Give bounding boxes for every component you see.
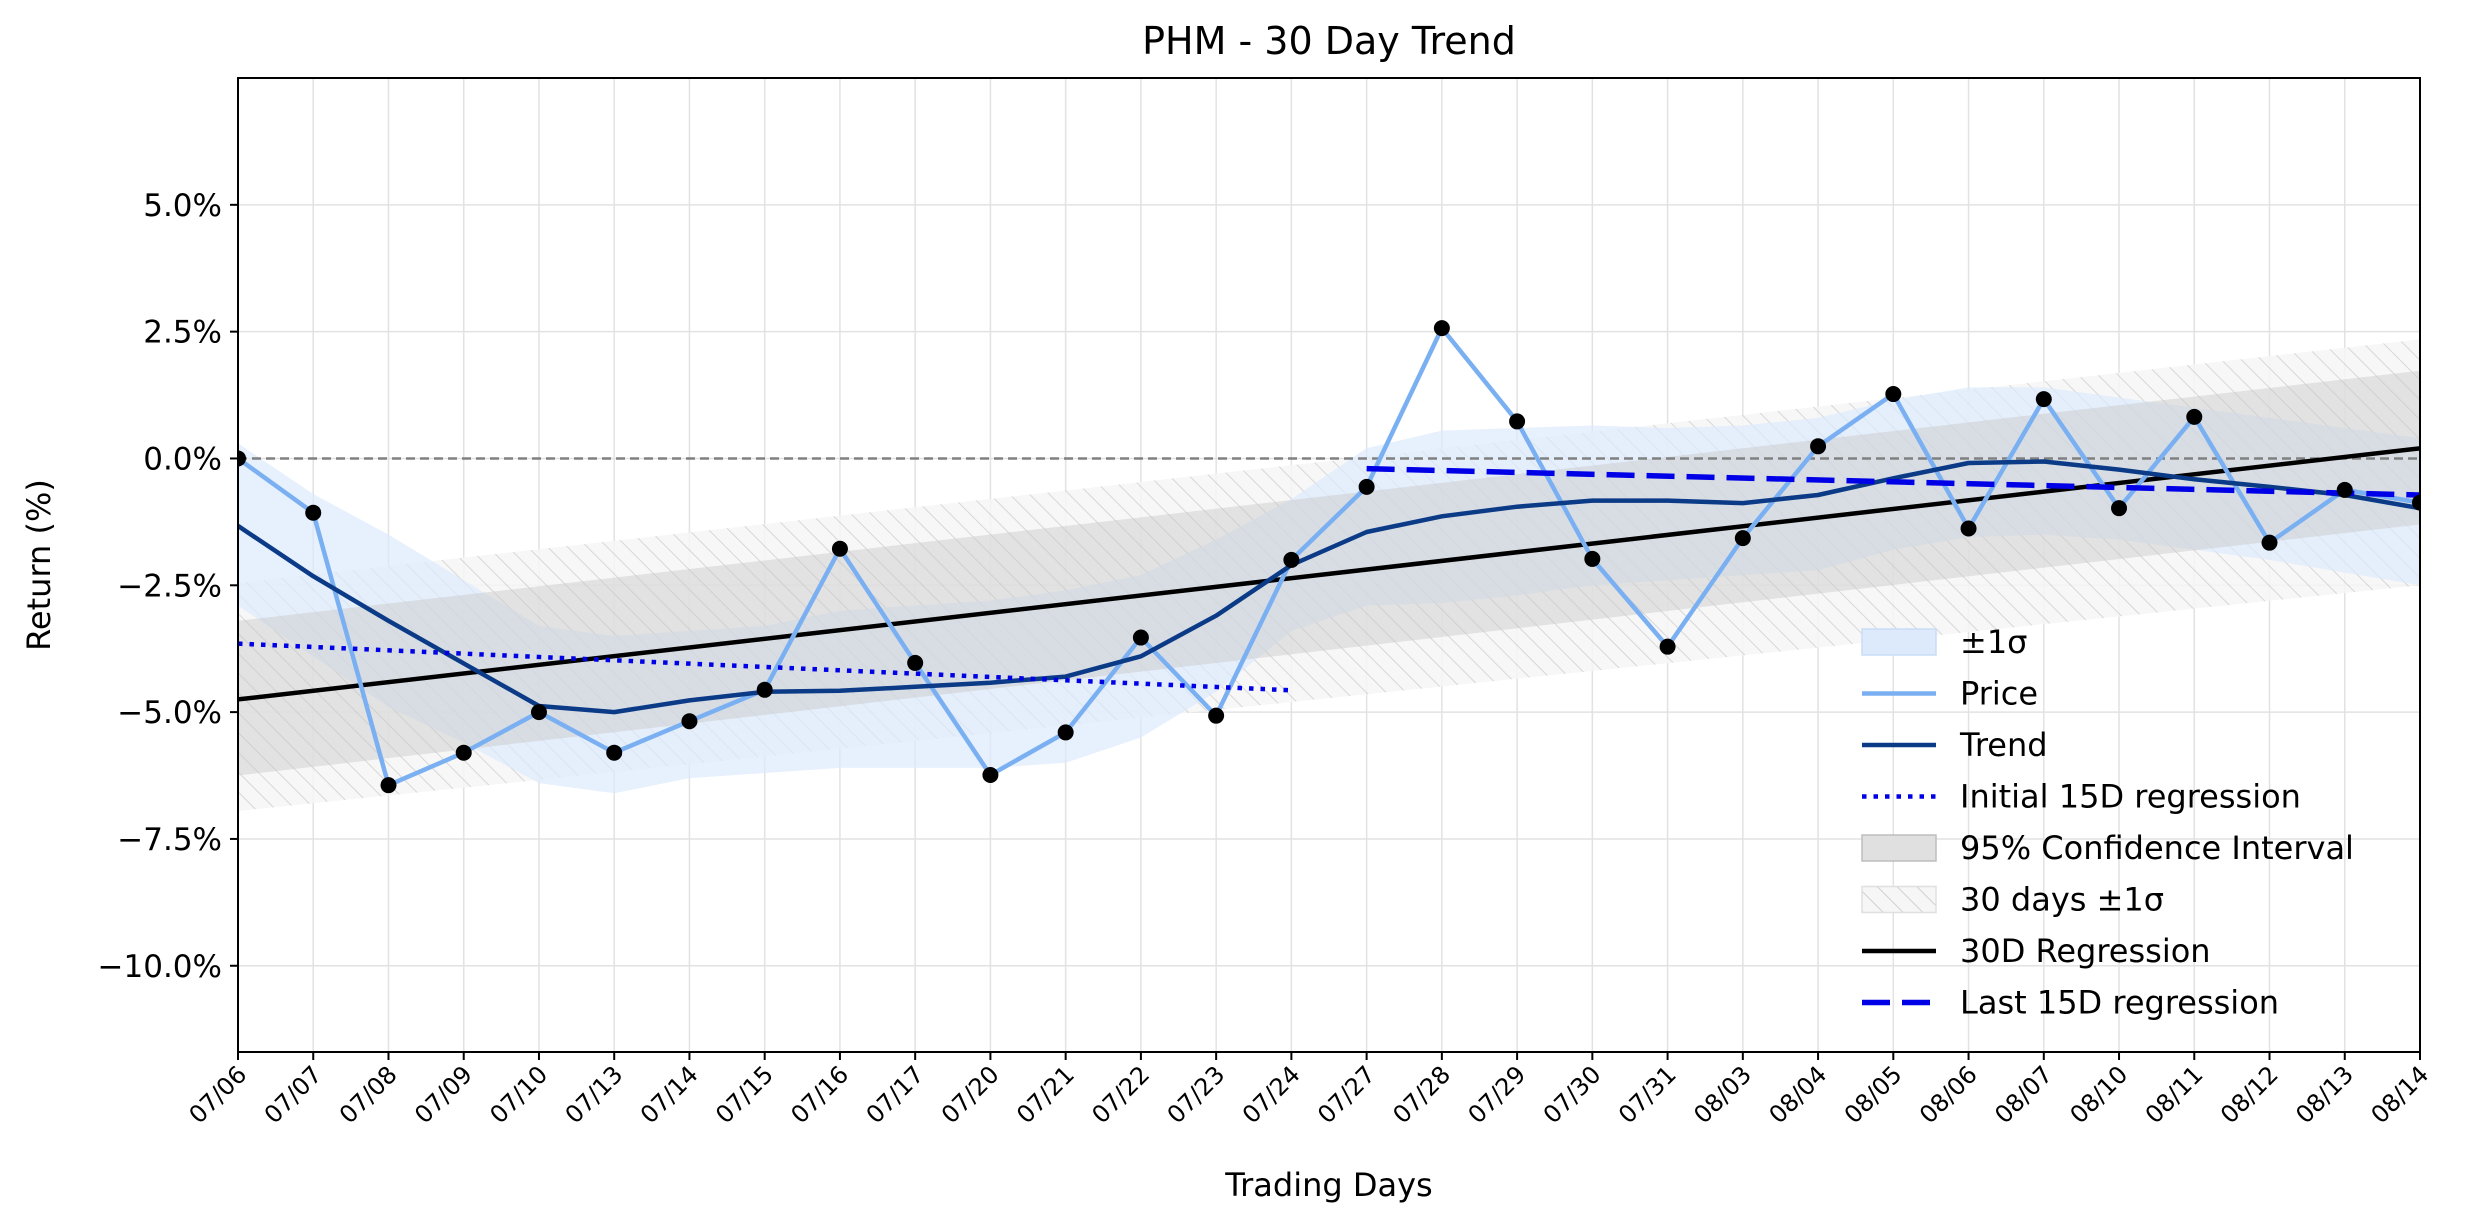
x-tick-label: 07/09 xyxy=(409,1060,478,1129)
x-tick-label: 08/03 xyxy=(1688,1060,1757,1129)
legend: ±1σ Price Trend Initial 15D regression 95% C… xyxy=(1861,623,2354,1022)
price-point xyxy=(907,654,924,671)
price-point xyxy=(2186,408,2203,425)
legend-label: 30D Regression xyxy=(1960,932,2211,970)
price-point xyxy=(1433,320,1450,337)
legend-label: Trend xyxy=(1959,726,2048,764)
price-point xyxy=(2412,494,2420,511)
legend-item: Price xyxy=(1862,675,2038,713)
price-point xyxy=(530,704,547,721)
line-30d-regression xyxy=(238,446,2420,702)
x-tick-label: 07/17 xyxy=(861,1060,930,1129)
price-point xyxy=(831,540,848,557)
price-point xyxy=(1659,638,1676,655)
legend-swatch xyxy=(1861,834,1937,862)
legend-swatch xyxy=(1861,628,1937,656)
price-point xyxy=(2035,391,2052,408)
price-point xyxy=(238,450,246,467)
price-point xyxy=(1810,438,1827,455)
x-tick-label: 07/15 xyxy=(710,1060,779,1129)
price-point xyxy=(1132,629,1149,646)
price-point xyxy=(606,744,623,761)
price-point xyxy=(1584,550,1601,567)
y-tick-label: 2.5% xyxy=(143,315,222,351)
y-tick-label: 5.0% xyxy=(143,188,222,224)
line-last-15d-regression xyxy=(1366,465,2420,498)
line-price xyxy=(238,325,2420,788)
x-tick-label: 07/28 xyxy=(1387,1060,1456,1129)
price-point xyxy=(1208,707,1225,724)
price-point xyxy=(1283,551,1300,568)
x-tick-label: 07/30 xyxy=(1538,1060,1607,1129)
price-point xyxy=(1057,724,1074,741)
price-point xyxy=(1734,530,1751,547)
price-point xyxy=(1885,386,1902,403)
y-tick-label: −7.5% xyxy=(117,822,222,858)
x-tick-label: 07/29 xyxy=(1463,1060,1532,1129)
x-tick-label: 08/10 xyxy=(2065,1060,2134,1129)
line-initial-15d-regression xyxy=(238,641,1292,693)
price-point xyxy=(455,744,472,761)
x-tick-label: 08/12 xyxy=(2215,1060,2284,1129)
y-tick-label: −10.0% xyxy=(98,949,222,985)
plot-area xyxy=(238,320,2420,811)
price-point xyxy=(681,713,698,730)
y-tick-label: −5.0% xyxy=(117,695,222,731)
legend-label: 30 days ±1σ xyxy=(1960,881,2164,919)
legend-swatch xyxy=(1861,885,1937,914)
y-axis-label: Return (%) xyxy=(20,479,58,651)
y-tick-label: 0.0% xyxy=(143,441,222,477)
price-point xyxy=(380,777,397,794)
legend-item: 30D Regression xyxy=(1862,932,2211,970)
price-point xyxy=(2336,481,2353,498)
legend-item: Last 15D regression xyxy=(1862,984,2279,1022)
legend-item: ±1σ xyxy=(1861,623,2027,661)
x-tick-label: 08/06 xyxy=(1914,1060,1983,1129)
x-tick-label: 08/04 xyxy=(1764,1060,1833,1129)
legend-label: 95% Confidence Interval xyxy=(1960,829,2354,867)
x-tick-label: 08/13 xyxy=(2290,1060,2359,1129)
legend-item: Trend xyxy=(1862,726,2048,764)
legend-label: ±1σ xyxy=(1960,623,2027,661)
x-tick-label: 08/14 xyxy=(2366,1060,2435,1129)
legend-item: Initial 15D regression xyxy=(1862,778,2301,816)
legend-label: Initial 15D regression xyxy=(1960,778,2301,816)
price-point xyxy=(2261,534,2278,551)
legend-label: Last 15D regression xyxy=(1960,984,2279,1022)
chart-title: PHM - 30 Day Trend xyxy=(1142,19,1516,63)
x-tick-label: 07/24 xyxy=(1237,1060,1306,1129)
legend-label: Price xyxy=(1960,675,2038,713)
price-point xyxy=(305,504,322,521)
x-tick-label: 07/06 xyxy=(184,1060,253,1129)
y-tick-label: −2.5% xyxy=(117,568,222,604)
x-tick-label: 07/10 xyxy=(484,1060,553,1129)
x-axis-label: Trading Days xyxy=(1224,1166,1432,1204)
price-point xyxy=(1960,520,1977,537)
x-tick-label: 08/11 xyxy=(2140,1060,2209,1129)
price-point xyxy=(756,681,773,698)
x-tick-label: 07/16 xyxy=(785,1060,854,1129)
x-tick-label: 07/08 xyxy=(334,1060,403,1129)
legend-item: 95% Confidence Interval xyxy=(1861,829,2354,867)
price-point xyxy=(2111,500,2128,517)
x-tick-label: 07/22 xyxy=(1086,1060,1155,1129)
x-tick-label: 07/20 xyxy=(936,1060,1005,1129)
plot-frame xyxy=(237,77,2421,1053)
x-tick-label: 07/21 xyxy=(1011,1060,1080,1129)
x-tick-label: 07/07 xyxy=(259,1060,328,1129)
price-point xyxy=(982,767,999,784)
price-point xyxy=(1509,413,1526,430)
x-tick-label: 08/07 xyxy=(1989,1060,2058,1129)
x-tick-label: 08/05 xyxy=(1839,1060,1908,1129)
x-tick-label: 07/27 xyxy=(1312,1060,1381,1129)
x-tick-label: 07/13 xyxy=(560,1060,629,1129)
price-point xyxy=(1358,478,1375,495)
x-tick-label: 07/23 xyxy=(1162,1060,1231,1129)
legend-item: 30 days ±1σ xyxy=(1861,881,2164,919)
line-trend xyxy=(238,459,2420,715)
x-tick-label: 07/14 xyxy=(635,1060,704,1129)
x-tick-label: 07/31 xyxy=(1613,1060,1682,1129)
